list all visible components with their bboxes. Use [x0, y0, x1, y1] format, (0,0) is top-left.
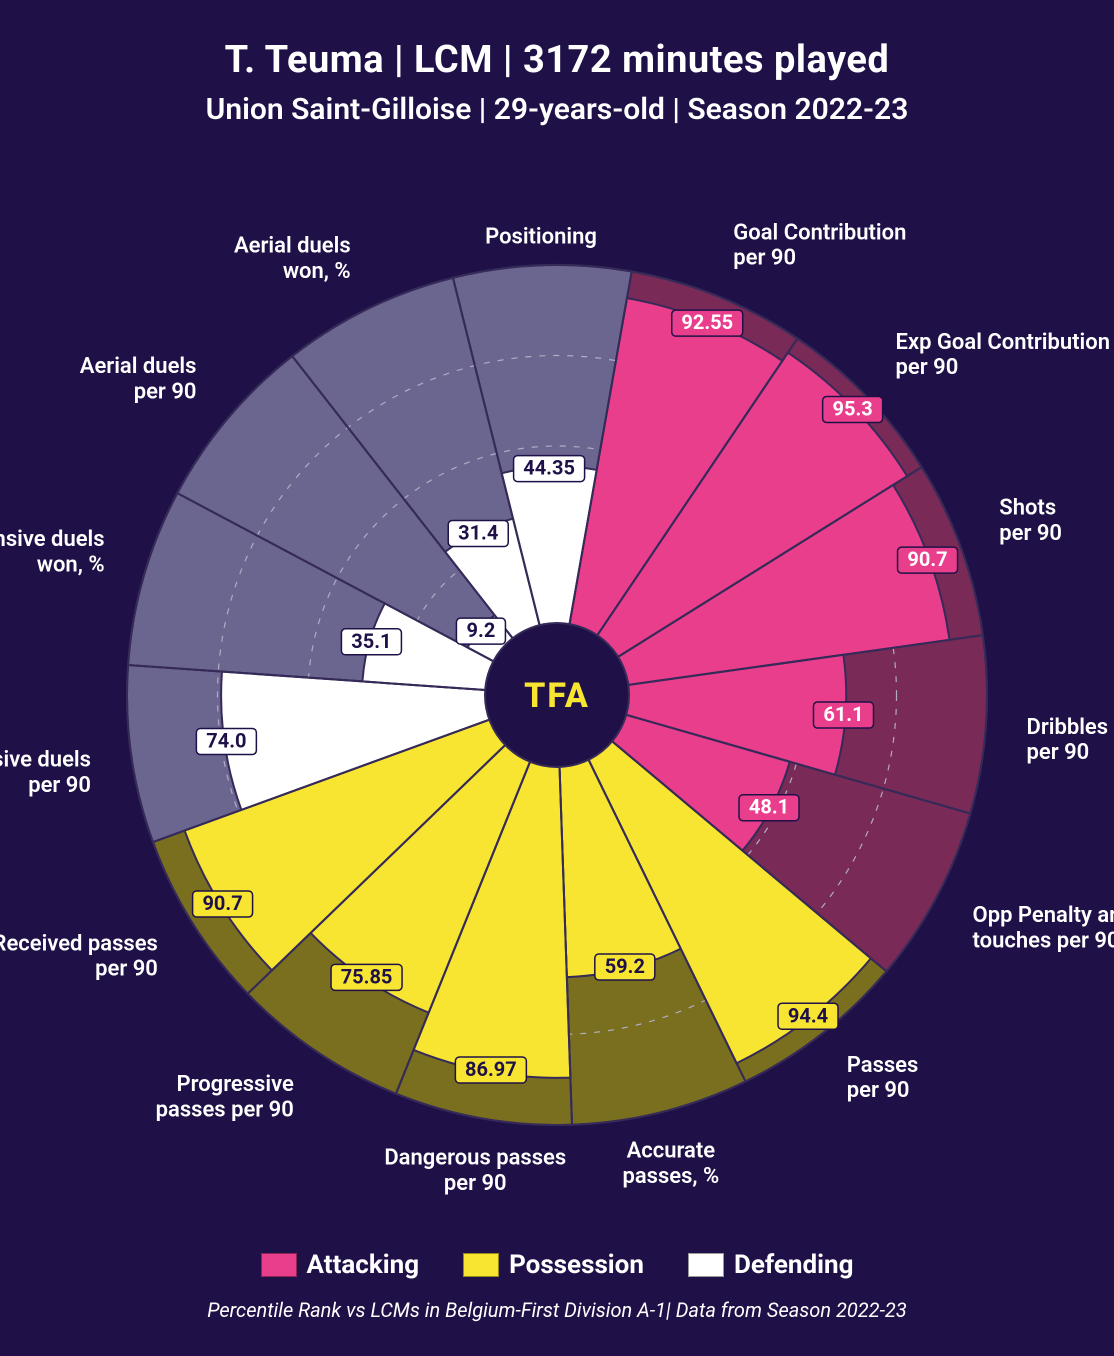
- metric-label-group: Defensive duelsper 90: [0, 748, 91, 798]
- metric-label: per 90: [95, 957, 158, 982]
- metric-label: per 90: [28, 773, 91, 798]
- metric-label: Opp Penalty area: [973, 903, 1114, 928]
- metric-label: Positioning: [485, 224, 597, 249]
- metric-label: per 90: [999, 521, 1062, 546]
- polar-svg: 92.55 95.3 90.7 61.1 48.1 94.4 59.2 86.97 75.85 9…: [0, 140, 1114, 1200]
- svg-text:74.0: 74.0: [206, 728, 246, 752]
- metric-label: passes per 90: [156, 1097, 294, 1122]
- metric-label: Aerial duels: [234, 234, 351, 259]
- value-label: 86.97: [455, 1057, 526, 1083]
- metric-label-group: Dribblesper 90: [1027, 715, 1109, 765]
- metric-label: Dribbles: [1027, 715, 1109, 740]
- svg-text:61.1: 61.1: [823, 702, 863, 726]
- value-label: 61.1: [813, 702, 873, 728]
- svg-text:92.55: 92.55: [681, 310, 733, 334]
- metric-label: Exp Goal Contribution: [896, 330, 1110, 355]
- metric-label: per 90: [896, 355, 959, 380]
- legend-label-possession: Possession: [509, 1250, 644, 1280]
- metric-label: Shots: [999, 496, 1056, 521]
- metric-label: Defensive duels: [0, 748, 91, 773]
- legend-swatch-possession: [463, 1253, 499, 1277]
- metric-label: Received passes: [0, 931, 158, 956]
- chart-subtitle: Union Saint-Gilloise | 29-years-old | Se…: [0, 82, 1114, 127]
- value-label: 94.4: [778, 1003, 838, 1029]
- metric-label-group: Accuratepasses, %: [622, 1139, 719, 1189]
- svg-text:9.2: 9.2: [467, 618, 496, 642]
- legend-item-attacking: Attacking: [261, 1250, 420, 1280]
- value-label: 48.1: [739, 795, 799, 821]
- legend-item-defending: Defending: [688, 1250, 854, 1280]
- legend-label-attacking: Attacking: [307, 1250, 420, 1280]
- legend-swatch-attacking: [261, 1253, 297, 1277]
- svg-text:90.7: 90.7: [907, 547, 947, 571]
- legend-label-defending: Defending: [734, 1250, 854, 1280]
- legend: Attacking Possession Defending: [0, 1250, 1114, 1280]
- svg-text:44.35: 44.35: [523, 456, 575, 480]
- value-label: 31.4: [448, 521, 508, 547]
- metric-label: touches per 90: [973, 928, 1114, 953]
- metric-label-group: won, %Aerial duels: [234, 234, 351, 284]
- metric-label-group: Positioning: [485, 224, 597, 249]
- value-label: 35.1: [341, 629, 401, 655]
- page: T. Teuma | LCM | 3172 minutes played Uni…: [0, 0, 1114, 1356]
- legend-item-possession: Possession: [463, 1250, 644, 1280]
- value-label: 59.2: [595, 954, 655, 980]
- metric-label-group: Received passesper 90: [0, 931, 158, 981]
- value-label: 92.55: [672, 310, 743, 336]
- metric-label-group: per 90Exp Goal Contribution: [896, 330, 1110, 380]
- metric-label-group: per 90Aerial duels: [80, 354, 197, 404]
- chart-title: T. Teuma | LCM | 3172 minutes played: [0, 0, 1114, 82]
- metric-label: Goal Contribution: [733, 220, 906, 245]
- metric-label: Dangerous passes: [384, 1145, 566, 1170]
- metric-label-group: Dangerous passesper 90: [384, 1145, 566, 1195]
- metric-label-group: Passesper 90: [847, 1053, 919, 1103]
- svg-text:90.7: 90.7: [202, 891, 242, 915]
- svg-text:94.4: 94.4: [788, 1003, 828, 1027]
- value-label: 9.2: [456, 618, 505, 644]
- metric-label: Aerial duels: [80, 354, 197, 379]
- metric-label: Defensive duels: [0, 527, 105, 552]
- svg-text:75.85: 75.85: [341, 964, 393, 988]
- value-label: 74.0: [196, 728, 256, 754]
- metric-label-group: per 90Shots: [999, 496, 1062, 546]
- value-label: 75.85: [331, 964, 402, 990]
- metric-label: Accurate: [627, 1139, 716, 1164]
- metric-label: Passes: [847, 1053, 919, 1078]
- svg-text:95.3: 95.3: [833, 397, 873, 421]
- metric-label: Progressive: [177, 1072, 294, 1097]
- metric-label: per 90: [444, 1171, 507, 1196]
- legend-swatch-defending: [688, 1253, 724, 1277]
- svg-text:35.1: 35.1: [351, 629, 391, 653]
- metric-label-group: Progressivepasses per 90: [156, 1072, 294, 1122]
- metric-label: passes, %: [622, 1164, 719, 1189]
- metric-label: per 90: [847, 1078, 910, 1103]
- value-label: 44.35: [514, 456, 585, 482]
- svg-text:48.1: 48.1: [749, 795, 789, 819]
- chart-footer: Percentile Rank vs LCMs in Belgium-First…: [0, 1298, 1114, 1322]
- metric-label-group: per 90Goal Contribution: [733, 220, 906, 270]
- metric-label: per 90: [733, 246, 796, 271]
- value-label: 95.3: [823, 397, 883, 423]
- center-label: TFA: [524, 676, 590, 716]
- metric-label: per 90: [134, 379, 197, 404]
- metric-label: won, %: [37, 552, 105, 577]
- svg-text:59.2: 59.2: [605, 954, 645, 978]
- value-label: 90.7: [193, 891, 253, 917]
- value-label: 90.7: [898, 547, 958, 573]
- metric-label-group: Opp Penalty areatouches per 90: [973, 903, 1114, 953]
- polar-chart: 92.55 95.3 90.7 61.1 48.1 94.4 59.2 86.97 75.85 9…: [0, 140, 1114, 1200]
- metric-label-group: won, %Defensive duels: [0, 527, 105, 577]
- metric-label: per 90: [1027, 740, 1090, 765]
- metric-label: won, %: [283, 259, 351, 284]
- svg-text:31.4: 31.4: [458, 521, 498, 545]
- svg-text:86.97: 86.97: [465, 1057, 517, 1081]
